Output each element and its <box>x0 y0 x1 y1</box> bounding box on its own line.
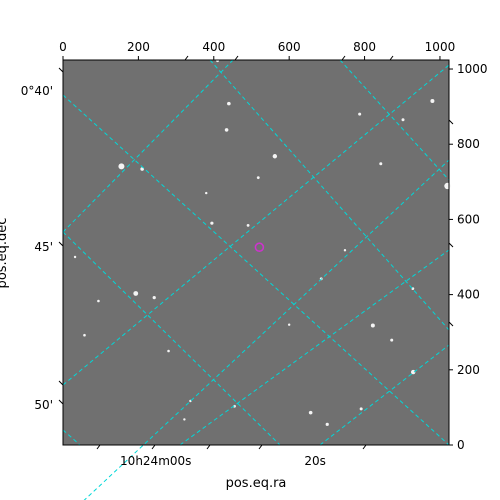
grid-edge-tick <box>448 119 454 125</box>
ra-tick-label: 10h24m00s <box>120 454 191 468</box>
star <box>272 154 278 159</box>
star <box>256 176 260 180</box>
star <box>183 418 186 421</box>
x-tick-label: 600 <box>278 40 301 54</box>
marker-layer <box>254 242 265 253</box>
star <box>325 422 329 426</box>
y-tick-label: 600 <box>457 212 480 226</box>
star <box>287 323 291 326</box>
grid-edge-tick <box>58 67 64 73</box>
grid-edge-tick <box>151 444 156 450</box>
grid-line <box>319 344 450 446</box>
star <box>227 101 231 106</box>
y-tick-label: 400 <box>457 288 480 302</box>
dec-tick-label: 45' <box>34 240 53 254</box>
dec-tick-label: 0°40' <box>21 84 53 98</box>
star <box>379 162 383 166</box>
grid-line <box>83 159 450 500</box>
y-tick-label: 800 <box>457 137 480 151</box>
star <box>73 255 77 259</box>
grid-edge-tick <box>448 321 454 327</box>
star <box>167 349 170 353</box>
star <box>401 118 405 122</box>
grid-line <box>62 59 234 233</box>
star <box>390 338 394 342</box>
star <box>152 296 156 300</box>
grid-edge-tick <box>58 380 64 386</box>
star <box>246 224 250 227</box>
grid-edge-tick <box>341 55 346 61</box>
grid-edge-tick <box>234 55 239 61</box>
star <box>359 407 363 411</box>
x-tick-label: 800 <box>353 40 376 54</box>
star <box>83 333 86 337</box>
grid-edge-tick <box>58 241 64 247</box>
grid-edge-tick <box>206 444 211 450</box>
grid-edge-tick <box>448 242 454 248</box>
grid-edge-ticks <box>58 55 454 450</box>
x-tick-label: 1000 <box>425 40 456 54</box>
star <box>133 291 139 296</box>
y-axis-label: pos.eq.dec <box>0 218 10 289</box>
dec-tick-label: 50' <box>34 398 53 412</box>
grid-line <box>179 249 450 446</box>
plot-frame <box>62 59 450 446</box>
left-axis: 0°40' 45' 50' <box>21 84 53 412</box>
ra-tick-label: 20s <box>304 454 326 468</box>
x-tick-label: 0 <box>59 40 67 54</box>
right-axis: 0 200 400 600 800 1000 <box>449 62 488 452</box>
star <box>410 369 416 375</box>
sky-image <box>63 60 449 445</box>
y-tick-label: 0 <box>457 438 465 452</box>
star <box>224 128 229 132</box>
star <box>118 163 125 170</box>
grid-edge-tick <box>58 399 64 405</box>
grid-edge-tick <box>362 444 367 450</box>
plot-area <box>62 59 451 500</box>
star <box>430 98 435 103</box>
star <box>205 191 208 195</box>
x-tick-label: 400 <box>202 40 225 54</box>
star <box>210 221 214 225</box>
grid-line <box>62 94 450 446</box>
grid-edge-tick <box>96 444 101 450</box>
star <box>370 323 375 328</box>
grid-edge-tick <box>184 55 189 61</box>
grid-edge-tick <box>389 55 394 61</box>
y-tick-label: 200 <box>457 363 480 377</box>
star <box>97 299 100 303</box>
grid-line <box>62 231 281 446</box>
grid-line <box>339 59 450 181</box>
star <box>308 410 313 415</box>
coordinate-grid <box>62 59 450 500</box>
top-axis: 0 200 400 600 800 1000 <box>59 40 455 60</box>
grid-line <box>62 429 81 446</box>
bottom-axis: 10h24m00s 20s <box>120 454 326 468</box>
x-tick-label: 200 <box>127 40 150 54</box>
star <box>358 112 362 116</box>
grid-edge-tick <box>258 444 263 450</box>
star <box>444 182 451 190</box>
star <box>343 249 347 252</box>
target-marker <box>254 242 265 253</box>
x-axis-label: pos.eq.ra <box>226 476 287 491</box>
y-tick-label: 1000 <box>457 62 488 76</box>
